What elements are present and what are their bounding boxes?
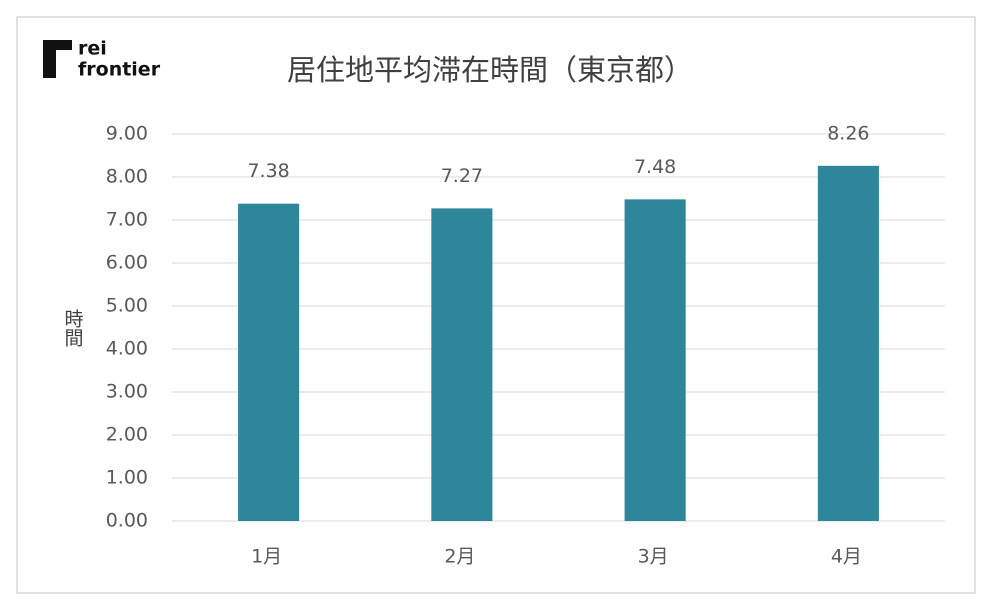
y-tick-label: 6.00	[106, 252, 148, 274]
y-tick-label: 5.00	[106, 295, 148, 317]
chart-title: 居住地平均滞在時間（東京都）	[287, 53, 693, 87]
x-tick-label: 4月	[831, 546, 862, 568]
y-tick-label: 7.00	[106, 209, 148, 231]
logo-mark	[43, 40, 72, 78]
x-tick-label: 3月	[638, 546, 669, 568]
y-tick-label: 8.00	[106, 166, 148, 188]
bar	[238, 203, 300, 521]
y-tick-label: 0.00	[106, 510, 148, 532]
data-label: 8.26	[827, 122, 869, 144]
x-tick-label: 1月	[251, 546, 282, 568]
data-label: 7.27	[441, 165, 483, 187]
y-axis-label: 時間	[62, 309, 84, 347]
y-tick-label: 2.00	[106, 424, 148, 446]
bar	[817, 165, 879, 521]
logo-text: frontier	[78, 59, 161, 81]
logo-text: rei	[78, 38, 107, 60]
bar	[624, 199, 686, 522]
chart-border	[16, 16, 976, 594]
y-tick-label: 9.00	[106, 123, 148, 145]
y-tick-label: 1.00	[106, 467, 148, 489]
y-tick-label: 4.00	[106, 338, 148, 360]
bar	[431, 208, 493, 521]
y-tick-label: 3.00	[106, 381, 148, 403]
data-label: 7.38	[247, 160, 289, 182]
data-label: 7.48	[634, 156, 676, 178]
x-tick-label: 2月	[444, 546, 475, 568]
